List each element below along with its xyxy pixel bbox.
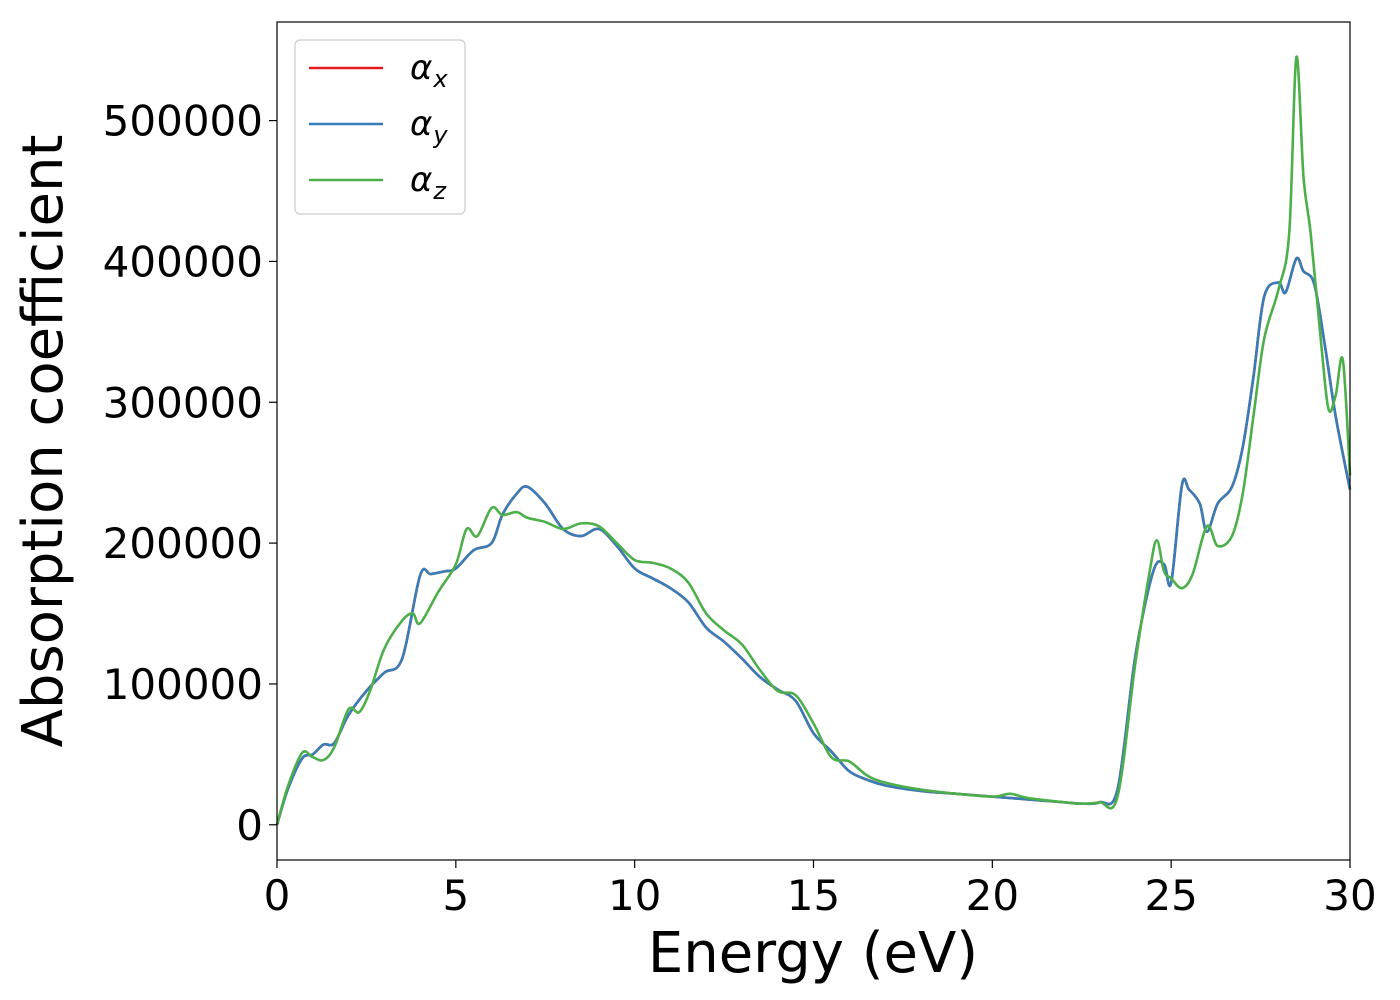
x-tick-label: 30: [1323, 871, 1376, 920]
series-layer: [275, 55, 1352, 826]
legend-label-x: αx: [410, 48, 448, 93]
legend-label-z: αz: [410, 160, 447, 205]
x-tick-label: 15: [787, 871, 840, 920]
y-tick-label: 0: [236, 801, 263, 850]
x-tick-label: 10: [608, 871, 661, 920]
y-ticks: 0 100000 200000 300000 400000 500000: [103, 97, 277, 850]
legend: αx αy αz: [294, 39, 466, 215]
series-line-z: [275, 55, 1352, 826]
series-line-y: [275, 256, 1352, 826]
legend-box: [294, 39, 466, 215]
x-tick-label: 25: [1144, 871, 1197, 920]
x-tick-label: 20: [966, 871, 1019, 920]
y-tick-label: 100000: [103, 660, 263, 709]
y-tick-label: 400000: [103, 237, 263, 286]
x-ticks: 0 5 10 15 20 25 30: [264, 860, 1377, 920]
y-tick-label: 500000: [103, 97, 263, 146]
y-axis-title: Absorption coefficient: [11, 135, 76, 748]
y-tick-label: 200000: [103, 519, 263, 568]
x-axis-title: Energy (eV): [648, 921, 978, 986]
x-tick-label: 5: [442, 871, 469, 920]
x-tick-label: 0: [264, 871, 291, 920]
legend-label-y: αy: [410, 104, 448, 149]
y-tick-label: 300000: [103, 378, 263, 427]
